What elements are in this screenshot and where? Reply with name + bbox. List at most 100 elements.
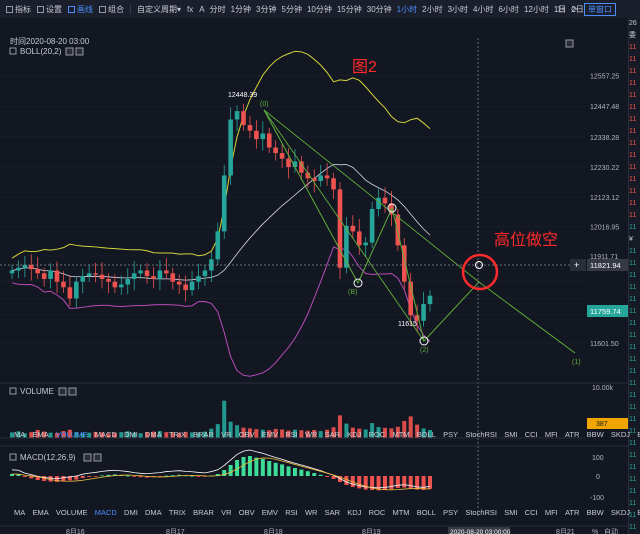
auto-scale[interactable]: 自动 — [604, 527, 618, 534]
indicator-tab-psy[interactable]: PSY — [443, 430, 459, 439]
indicator-tab-obv[interactable]: OBV — [238, 430, 255, 439]
crosshair-time-tag — [448, 527, 510, 534]
indicator-tab-wr[interactable]: WR — [304, 508, 318, 517]
indicator-tab-atr[interactable]: ATR — [564, 508, 580, 517]
indicator-tab-skdj[interactable]: SKDJ — [610, 430, 631, 439]
add-alert-button[interactable] — [570, 259, 586, 271]
volume-close-icon[interactable] — [68, 387, 77, 396]
indicator-tab-brar[interactable]: BRAR — [193, 508, 214, 517]
boll-close-icon[interactable] — [75, 47, 84, 56]
volume-settings-icon[interactable] — [58, 387, 67, 396]
indicator-button[interactable]: 指标 — [6, 4, 31, 15]
period-3[interactable]: 5分钟 — [281, 4, 302, 14]
indicator-tab-dma[interactable]: DMA — [144, 430, 162, 439]
interval-1s[interactable]: 1s — [556, 5, 566, 14]
indicator-tab-volume[interactable]: VOLUME — [55, 508, 88, 517]
indicator-tab-obv[interactable]: OBV — [238, 508, 255, 517]
indicator-tab-boll[interactable]: BOLL — [416, 508, 436, 517]
period-12[interactable]: 12小时 — [523, 4, 549, 14]
fx-button[interactable]: fx — [187, 4, 194, 14]
single-window-button[interactable]: 单窗口 — [584, 3, 616, 16]
indicator-tab-kdj[interactable]: KDJ — [347, 430, 362, 439]
indicator-tab-mfi[interactable]: MFI — [544, 430, 558, 439]
indicator-tab-roc[interactable]: ROC — [368, 508, 386, 517]
indicator-tab-ema[interactable]: EMA — [32, 508, 49, 517]
indicator-tab-stochrsi[interactable]: StochRSI — [465, 508, 497, 517]
settings-button[interactable]: 设置 — [37, 4, 62, 15]
indicator-tab-cci[interactable]: CCI — [524, 430, 538, 439]
indicator-tab-kdj[interactable]: KDJ — [347, 508, 362, 517]
boll-settings-icon[interactable] — [65, 47, 74, 56]
period-0[interactable]: 分时 — [209, 4, 226, 14]
maximize-icon[interactable] — [565, 39, 574, 48]
indicator-tab-dmi[interactable]: DMI — [124, 508, 138, 517]
period-9[interactable]: 3小时 — [447, 4, 469, 14]
zoom-percent[interactable]: % — [592, 529, 598, 534]
period-2[interactable]: 3分钟 — [256, 4, 277, 14]
period-8[interactable]: 2小时 — [422, 4, 443, 14]
wave-point[interactable] — [419, 336, 429, 346]
indicator-tab-macd[interactable]: MACD — [94, 430, 117, 439]
indicator-tab-ema[interactable]: EMA — [32, 430, 49, 439]
period-10[interactable]: 4小时 — [473, 4, 494, 14]
macd-settings-icon[interactable] — [83, 453, 92, 462]
period-1[interactable]: 1分钟 — [230, 4, 252, 14]
indicator-tab-skdj[interactable]: SKDJ — [610, 508, 631, 517]
custom-period-button[interactable]: 自定义周期 ▾ — [137, 4, 182, 14]
indicator-tab-vr[interactable]: VR — [221, 430, 232, 439]
text-button[interactable]: A — [199, 4, 205, 14]
refresh-icon[interactable]: ⟳ — [571, 5, 578, 14]
indicator-tab-dma[interactable]: DMA — [144, 508, 162, 517]
candle-body — [157, 270, 163, 279]
period-11[interactable]: 6小时 — [498, 4, 519, 14]
indicator-tab-smi[interactable]: SMI — [504, 508, 518, 517]
strip-item: 11 — [629, 284, 637, 291]
indicator-tab-bias[interactable]: BIAS — [637, 430, 640, 439]
indicator-tab-roc[interactable]: ROC — [368, 430, 386, 439]
period-6[interactable]: 30分钟 — [366, 4, 392, 14]
indicator-tab-bbw[interactable]: BBW — [586, 508, 604, 517]
indicator-tab-emv[interactable]: EMV — [261, 508, 279, 517]
period-7[interactable]: 1小时 — [396, 4, 418, 14]
indicator-tab-atr[interactable]: ATR — [564, 430, 580, 439]
collapse-icon[interactable] — [9, 47, 17, 55]
macd-collapse-icon[interactable] — [9, 453, 17, 461]
period-13[interactable]: 1日 — [553, 4, 567, 14]
indicator-tab-trix[interactable]: TRIX — [168, 508, 186, 517]
indicator-tab-ma[interactable]: MA — [14, 430, 26, 439]
indicator-tab-volume[interactable]: VOLUME — [55, 430, 88, 439]
indicator-tab-brar[interactable]: BRAR — [193, 430, 214, 439]
indicator-tab-rsi[interactable]: RSI — [285, 430, 298, 439]
indicator-tab-sar[interactable]: SAR — [324, 508, 341, 517]
draw-button[interactable]: 画线 — [68, 4, 93, 15]
macd-close-icon[interactable] — [93, 453, 102, 462]
indicator-tab-dmi[interactable]: DMI — [124, 430, 138, 439]
wave-point[interactable] — [387, 203, 397, 213]
indicator-tab-mtm[interactable]: MTM — [392, 508, 410, 517]
indicator-tab-ma[interactable]: MA — [14, 508, 26, 517]
indicator-tab-boll[interactable]: BOLL — [416, 430, 436, 439]
indicator-tab-smi[interactable]: SMI — [504, 430, 518, 439]
indicator-tab-mfi[interactable]: MFI — [544, 508, 558, 517]
layout-button[interactable]: 组合 — [99, 4, 124, 15]
indicator-tab-wr[interactable]: WR — [304, 430, 318, 439]
indicator-tab-sar[interactable]: SAR — [324, 430, 341, 439]
period-4[interactable]: 10分钟 — [306, 4, 332, 14]
indicator-tab-bias[interactable]: BIAS — [637, 508, 640, 517]
volume-collapse-icon[interactable] — [9, 387, 17, 395]
indicator-tab-psy[interactable]: PSY — [443, 508, 459, 517]
indicator-tab-bbw[interactable]: BBW — [586, 430, 604, 439]
indicator-tab-mtm[interactable]: MTM — [392, 430, 410, 439]
indicator-tab-emv[interactable]: EMV — [261, 430, 279, 439]
indicator-tab-stochrsi[interactable]: StochRSI — [465, 430, 497, 439]
strip-item: 11 — [629, 356, 637, 363]
period-14[interactable]: 2日 — [571, 4, 584, 14]
indicator-tab-cci[interactable]: CCI — [524, 508, 538, 517]
indicator-tab-rsi[interactable]: RSI — [285, 508, 298, 517]
wave-point[interactable] — [353, 278, 363, 288]
chart-area[interactable]: 时间2020-08-20 03:00 BOLL(20,2) (0)(B)(2)(… — [0, 18, 628, 534]
indicator-tab-vr[interactable]: VR — [221, 508, 232, 517]
indicator-tab-macd[interactable]: MACD — [94, 508, 117, 517]
period-5[interactable]: 15分钟 — [336, 4, 362, 14]
indicator-tab-trix[interactable]: TRIX — [168, 430, 186, 439]
